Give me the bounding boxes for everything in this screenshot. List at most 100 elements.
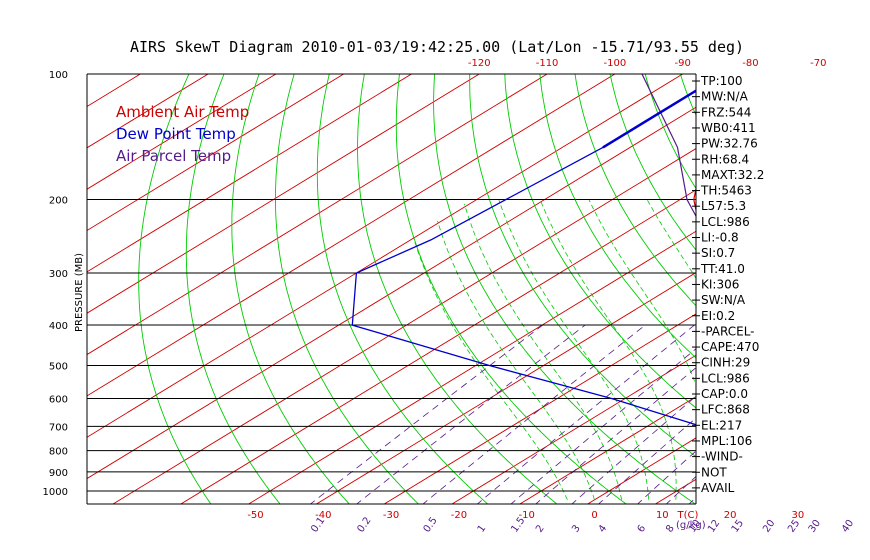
dry-adiabat-line: [609, 74, 696, 251]
mixing-ratio-unit: (g/kg): [676, 520, 706, 531]
index-entry: AVAIL: [701, 481, 735, 495]
isotherm-line: [451, 354, 696, 504]
dry-adiabat-line: [743, 55, 870, 505]
index-entry: KI:306: [701, 277, 739, 291]
top-temp-tick-label: -80: [742, 58, 758, 69]
index-entry: LI:-0.8: [701, 231, 739, 245]
legend: Ambient Air Temp Dew Point Temp Air Parcel…: [116, 103, 249, 165]
isotherm-line: [87, 106, 696, 480]
isotherm-line: [315, 272, 696, 504]
mixing-ratio-line: [309, 324, 544, 504]
dry-adiabat-line: [275, 74, 420, 504]
pressure-tick-label: 600: [49, 394, 68, 405]
bottom-temp-tick-label: 30: [792, 510, 805, 521]
mixing-ratio-tick-label: 3: [570, 523, 583, 535]
index-entry: NOT: [701, 465, 727, 479]
bottom-temp-tick-label: -30: [383, 510, 399, 521]
mixing-ratio-tick-label: 1: [476, 523, 489, 535]
index-entry: CINH:29: [701, 356, 750, 370]
bottom-temp-unit: T(C): [677, 510, 699, 521]
isotherm-line: [654, 478, 696, 504]
top-temp-tick-label: -120: [468, 58, 491, 69]
isotherm-line: [247, 230, 696, 504]
mixing-ratio-tick-label: 4: [597, 523, 610, 535]
moist-adiabat-line: [437, 220, 595, 500]
dry-adiabat-line: [777, 55, 870, 505]
mixing-ratio-line: [808, 325, 870, 505]
legend-entry: Ambient Air Temp: [116, 103, 249, 121]
moist-adiabat-line: [866, 200, 870, 500]
moist-adiabat-line: [784, 200, 836, 500]
isotherm-line: [87, 74, 481, 314]
index-entry: TH:5463: [700, 184, 752, 198]
dry-adiabat-line: [316, 74, 489, 504]
index-entry: LCL:986: [701, 215, 750, 229]
dry-adiabat-line: [357, 74, 558, 504]
legend-entry: Dew Point Temp: [116, 125, 236, 143]
isotherm-line: [87, 74, 616, 397]
bottom-temp-tick-label: -20: [451, 510, 467, 521]
index-entry: TP:100: [700, 74, 743, 88]
mixing-ratio-tick-label: 6: [636, 523, 649, 535]
dry-adiabat-lines: [138, 55, 870, 505]
mixing-ratio-tick-label: 40: [840, 518, 856, 535]
pressure-tick-label: 400: [49, 321, 68, 332]
pressure-tick-label: 1000: [43, 487, 68, 498]
moist-adiabat-lines: [412, 199, 870, 500]
moist-adiabat-line: [588, 199, 696, 387]
dry-adiabat-line: [395, 74, 627, 504]
index-entry: WB0:411: [701, 121, 756, 135]
mixing-ratio-line: [842, 325, 870, 505]
dewpoint-line: [351, 89, 696, 426]
index-entry: PW:32.76: [701, 137, 758, 151]
index-entry: CAPE:470: [701, 340, 759, 354]
mixing-ratio-tick-label: 0.2: [355, 515, 373, 534]
index-entry: -PARCEL-: [701, 324, 755, 338]
mixing-ratio-line: [356, 324, 586, 504]
pressure-tick-label: 300: [49, 269, 68, 280]
index-entry: -WIND-: [701, 450, 743, 464]
pressure-tick-label: 500: [49, 361, 68, 372]
mixing-ratio-line: [598, 417, 696, 504]
mixing-ratio-line: [637, 450, 696, 504]
isotherm-line: [790, 51, 870, 505]
moist-adiabat-line: [498, 199, 650, 500]
mixing-ratio-tick-label: 8: [664, 523, 677, 535]
index-entry: FRZ:544: [701, 105, 751, 119]
axes: 1002003004005006007008009001000PRESSURE …: [43, 58, 857, 535]
index-entry: TT:41.0: [700, 262, 745, 276]
top-temp-tick-label: -70: [810, 58, 826, 69]
isotherm-line: [857, 51, 870, 505]
mixing-ratio-line: [763, 325, 870, 505]
index-entry: SW:N/A: [701, 293, 746, 307]
dry-adiabat-line: [539, 74, 696, 359]
index-entry: CAP:0.0: [701, 387, 748, 401]
ambient-temp-line: [693, 185, 696, 214]
moist-adiabat-line: [539, 199, 677, 500]
parcel-temp-line: [641, 74, 696, 218]
mixing-ratio-line: [535, 367, 696, 504]
index-entry: L57:5.3: [701, 199, 746, 213]
dewpoint-upper-segment: [602, 89, 696, 149]
dry-adiabat-line: [138, 74, 212, 504]
pressure-tick-label: 800: [49, 447, 68, 458]
isotherm-line: [87, 74, 684, 438]
dry-adiabat-line: [574, 74, 696, 307]
bottom-temp-tick-label: -40: [315, 510, 331, 521]
pressure-tick-label: 100: [49, 70, 68, 81]
index-entry: LCL:986: [701, 371, 750, 385]
moist-adiabat-line: [464, 203, 622, 500]
isotherm-line: [383, 313, 696, 504]
index-entry: MPL:106: [701, 434, 752, 448]
top-temp-tick-label: -100: [604, 58, 627, 69]
mixing-ratio-lines: [309, 324, 870, 505]
isotherm-line: [519, 396, 696, 504]
profile-series: [351, 74, 696, 426]
isotherm-line: [87, 74, 413, 273]
index-entry: LFC:868: [701, 403, 750, 417]
pressure-tick-label: 700: [49, 422, 68, 433]
mixing-ratio-line: [665, 475, 696, 504]
dry-adiabat-line: [433, 74, 696, 504]
moist-adiabat-line: [839, 200, 870, 500]
